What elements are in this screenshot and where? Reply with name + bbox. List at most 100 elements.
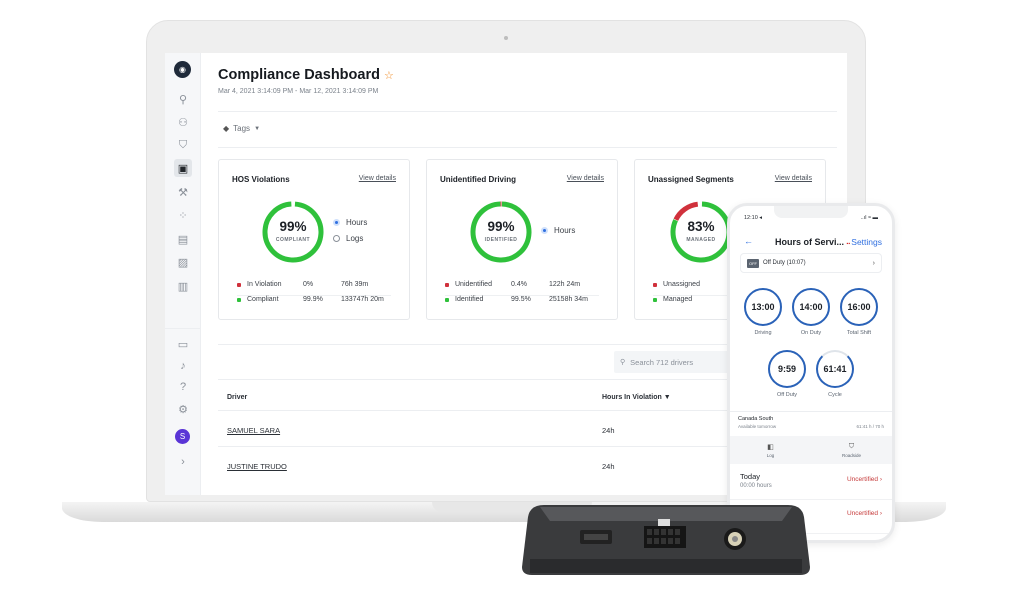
donut-percent: 99% xyxy=(487,219,515,234)
settings-link[interactable]: Settings xyxy=(851,237,882,247)
signal-wifi-battery-icon: ..ıl ≈ ▬ xyxy=(860,215,878,221)
ruleset-region: Canada South Available tomorrow 61:41 h … xyxy=(730,411,892,436)
driver-link[interactable]: SAMUEL SARA xyxy=(227,426,281,435)
duty-status-text: Off Duty (10:07) xyxy=(763,260,806,266)
green-dot-icon xyxy=(653,297,657,302)
radio-selected-icon xyxy=(333,219,340,226)
clock-label: Cycle xyxy=(828,392,842,398)
caret-down-icon: ▼ xyxy=(254,125,261,132)
log-day-row[interactable]: Today 00:00 hours Uncertified › xyxy=(730,466,892,500)
column-driver[interactable]: Driver xyxy=(227,394,248,401)
green-dot-icon xyxy=(445,297,449,302)
legend-row: Identified 99.5% 25158h 34m xyxy=(445,296,588,303)
log-hours: 00:00 hours xyxy=(740,483,772,489)
avatar[interactable]: S xyxy=(175,429,190,444)
driver-map-icon[interactable]: ⚇ xyxy=(178,116,188,129)
date-range[interactable]: Mar 4, 2021 3:14:09 PM - Mar 12, 2021 3:… xyxy=(218,88,379,95)
divider xyxy=(218,111,837,112)
shield-icon[interactable]: ⛉ xyxy=(178,138,188,151)
driver-link[interactable]: JUSTINE TRUDO xyxy=(227,462,287,471)
tags-label: Tags xyxy=(233,124,251,133)
log-day-row[interactable]: Uncertified › xyxy=(730,500,892,534)
region-title: Canada South xyxy=(738,416,774,422)
clock-label: Total Shift xyxy=(846,330,872,336)
gear-icon[interactable]: ⚙ xyxy=(178,403,188,416)
uncertified-status: Uncertified › xyxy=(846,476,882,483)
card-title: Unassigned Segments xyxy=(648,175,734,184)
identified-donut xyxy=(470,201,532,263)
search-icon[interactable]: ⚲ xyxy=(178,93,188,106)
back-arrow-icon[interactable]: ← xyxy=(744,236,753,246)
clock-label: Driving xyxy=(754,330,772,336)
sidebar: ◉ ⚲ ⚇ ⛉ ▣ ⚒ ⁘ ▤ ▨ ▥ ▭ ♪ ? ⚙ S › xyxy=(165,53,201,495)
hos-violations-card: HOS Violations View details 99% COMPLIAN… xyxy=(218,159,410,320)
compliance-icon[interactable]: ▣ xyxy=(174,159,192,177)
uncertified-status: Uncertified › xyxy=(846,510,882,517)
tab-roadside[interactable]: ⛉ Roadside xyxy=(841,442,861,458)
laptop-camera xyxy=(504,36,508,40)
cycle-clock: 61:41 xyxy=(816,350,854,388)
radio-selected-icon xyxy=(541,227,548,234)
phone-notch xyxy=(774,206,848,218)
page-title: Compliance Dashboard ☆ xyxy=(218,67,394,83)
legend-row: Managed xyxy=(653,296,719,303)
view-details-link[interactable]: View details xyxy=(566,175,604,182)
fuel-icon[interactable]: ▤ xyxy=(177,233,189,246)
tab-log[interactable]: ◧ Log xyxy=(766,443,775,458)
on-duty-clock: 14:00 xyxy=(792,288,830,326)
eld-device-image xyxy=(522,505,810,575)
table-divider xyxy=(218,410,837,411)
region-subtitle: Available tomorrow xyxy=(738,424,777,429)
view-details-link[interactable]: View details xyxy=(774,175,812,182)
red-dot-icon xyxy=(653,282,657,287)
star-icon[interactable]: ☆ xyxy=(383,70,394,82)
legend-row: Unidentified 0.4% 122h 24m xyxy=(445,281,580,288)
routes-icon[interactable]: ⁘ xyxy=(178,209,188,222)
unidentified-driving-card: Unidentified Driving View details 99% ID… xyxy=(426,159,618,320)
bell-icon[interactable]: ♪ xyxy=(180,360,186,372)
donut-label: IDENTIFIED xyxy=(484,237,518,243)
fleet-logo-icon[interactable]: ◉ xyxy=(174,61,191,78)
phone-app: 12:10 ◂ ..ıl ≈ ▬ ← Hours of Servi... ▪▪ … xyxy=(727,203,895,543)
green-dot-icon xyxy=(237,297,241,302)
expand-sidebar-icon[interactable]: › xyxy=(181,456,185,468)
off-duty-clock: 9:59 xyxy=(768,350,806,388)
card-title: HOS Violations xyxy=(232,175,290,184)
tags-filter[interactable]: ◆ Tags ▼ xyxy=(223,124,260,133)
donut-percent: 99% xyxy=(279,219,307,234)
tag-icon: ◆ xyxy=(223,124,230,133)
phone-time: 12:10 ◂ xyxy=(744,215,763,221)
hours-cell: 24h xyxy=(602,426,615,435)
red-dot-icon xyxy=(237,282,241,287)
table-divider xyxy=(218,446,837,447)
view-details-link[interactable]: View details xyxy=(358,175,396,182)
radio-logs[interactable]: Logs xyxy=(333,234,363,243)
search-placeholder: Search 712 drivers xyxy=(630,357,694,367)
chevron-right-icon: › xyxy=(872,259,875,267)
legend-divider xyxy=(237,295,391,296)
radio-hours[interactable]: Hours xyxy=(541,226,575,235)
clock-label: On Duty xyxy=(800,330,822,336)
legend-row: In Violation 0% 76h 39m xyxy=(237,281,368,288)
help-icon[interactable]: ? xyxy=(179,381,187,393)
messages-icon[interactable]: ▭ xyxy=(177,338,189,351)
legend-row: Compliant 99.9% 133747h 20m xyxy=(237,296,384,303)
sidebar-divider xyxy=(165,328,200,329)
wrench-icon[interactable]: ⚒ xyxy=(178,186,188,199)
laptop-notch xyxy=(432,502,592,512)
roadside-shield-icon: ⛉ xyxy=(848,442,855,450)
red-dot-icon xyxy=(445,282,449,287)
driver-search-input[interactable]: ⚲ Search 712 drivers xyxy=(614,351,734,373)
reports-icon[interactable]: ▥ xyxy=(177,280,189,293)
column-hours-in-violation[interactable]: Hours In Violation ▼ xyxy=(602,394,671,401)
duty-status-button[interactable]: OFF Off Duty (10:07) › xyxy=(740,253,882,273)
radio-unselected-icon xyxy=(333,235,340,242)
legend-row: Unassigned xyxy=(653,281,719,288)
cycle-ratio: 61:41 h / 70 h xyxy=(856,424,884,429)
phone-tabs: ◧ Log ⛉ Roadside xyxy=(730,436,892,464)
clock-label: Off Duty xyxy=(776,392,798,398)
radio-hours[interactable]: Hours xyxy=(333,218,367,227)
documents-icon[interactable]: ▨ xyxy=(177,256,189,269)
canada-flag-icon: ▪▪ xyxy=(846,241,851,247)
driving-clock: 13:00 xyxy=(744,288,782,326)
